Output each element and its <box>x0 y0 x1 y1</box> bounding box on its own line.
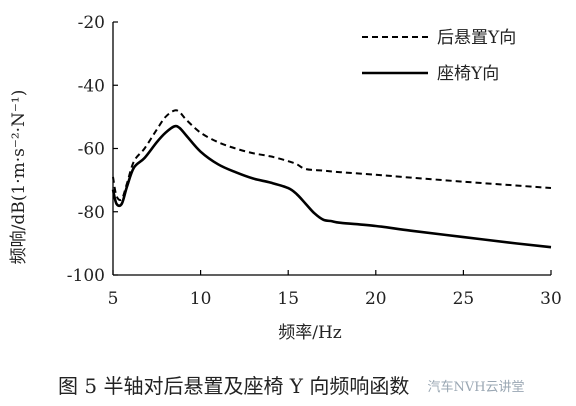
figure-caption: 图 5 半轴对后悬置及座椅 Y 向频响函数 <box>58 374 409 398</box>
x-tick-label: 5 <box>108 289 119 309</box>
series-line-seat <box>111 124 552 249</box>
y-axis-title: 频响/dB(1·m·s⁻²·N⁻¹) <box>9 90 29 265</box>
x-axis-ticks: 5 10 15 20 25 30 <box>108 270 562 309</box>
y-tick-label: -100 <box>67 266 105 286</box>
series-line-rear-mount <box>112 109 552 202</box>
legend-label-rear-mount: 后悬置Y向 <box>437 28 516 48</box>
y-axis-ticks: -20 -40 -60 -80 -100 <box>67 13 118 286</box>
x-axis-title: 频率/Hz <box>278 323 342 343</box>
watermark: 汽车NVH云讲堂 <box>427 379 524 395</box>
y-tick-label: -40 <box>78 76 105 96</box>
x-tick-label: 25 <box>453 289 475 309</box>
y-tick-label: -60 <box>78 140 105 160</box>
legend: 后悬置Y向 座椅Y向 <box>362 28 516 84</box>
x-tick-label: 20 <box>365 289 387 309</box>
x-tick-label: 10 <box>190 289 212 309</box>
legend-label-seat: 座椅Y向 <box>437 64 499 84</box>
y-tick-label: -20 <box>78 13 105 33</box>
x-tick-label: 15 <box>277 289 299 309</box>
y-tick-label: -80 <box>78 203 105 223</box>
series-layer <box>111 109 552 249</box>
x-tick-label: 30 <box>540 289 562 309</box>
plot-area: -20 -40 -60 -80 -100 5 10 15 20 25 30 <box>67 13 562 309</box>
